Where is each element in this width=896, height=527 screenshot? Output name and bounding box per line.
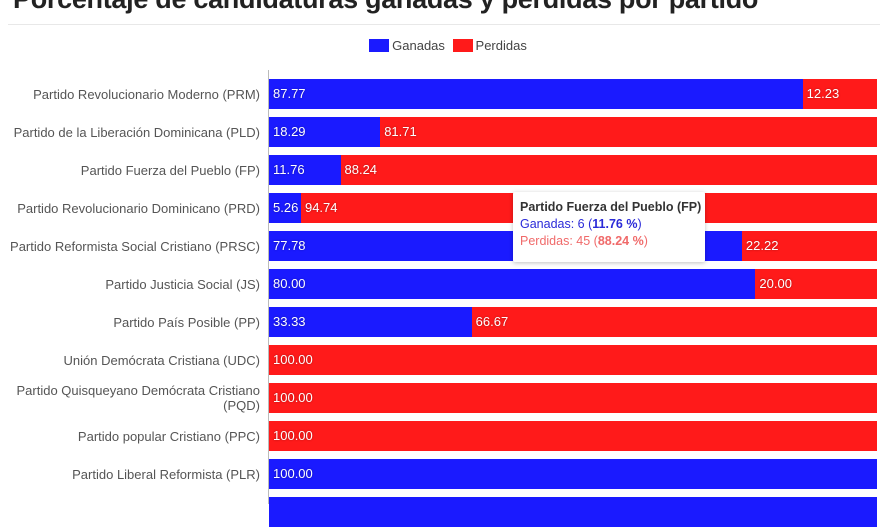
data-label: 100.00 <box>273 390 313 405</box>
bar-ganadas[interactable] <box>269 459 877 489</box>
tooltip-won-line: Ganadas: 6 (11.76 %) <box>520 216 705 233</box>
bar-ganadas[interactable] <box>269 117 381 147</box>
bar-perdidas[interactable] <box>741 231 877 261</box>
data-label: 100.00 <box>273 466 313 481</box>
tooltip-lost-close: ) <box>643 234 648 248</box>
tooltip: Partido Fuerza del Pueblo (FP) Ganadas: … <box>513 192 705 262</box>
data-label: 77.78 <box>273 238 306 253</box>
bar-ganadas[interactable] <box>269 155 341 185</box>
tooltip-arrow <box>601 185 615 192</box>
category-label: Partido de la Liberación Dominicana (PLD… <box>13 124 260 140</box>
data-label: 20.00 <box>759 276 792 291</box>
data-label: 87.77 <box>273 86 306 101</box>
data-label: 94.74 <box>304 200 338 215</box>
legend-item-ganadas[interactable]: Ganadas <box>369 38 445 53</box>
data-label: 18.29 <box>273 124 306 139</box>
data-label: 5.26 <box>273 200 299 215</box>
data-label: 100.00 <box>273 352 313 367</box>
category-label: Partido País Posible (PP) <box>113 314 260 330</box>
bar-chart: Partido Revolucionario Moderno (PRM) 87.7… <box>10 79 877 527</box>
data-label: 88.24 <box>344 162 378 177</box>
tooltip-won-label: Ganadas: 6 ( <box>520 217 593 231</box>
data-label: 100.00 <box>273 428 313 443</box>
category-label: Unión Demócrata Cristiana (UDC) <box>63 352 261 368</box>
bar-perdidas[interactable] <box>269 345 877 375</box>
data-label: 22.22 <box>745 238 779 253</box>
bar-ganadas[interactable] <box>269 269 756 299</box>
tooltip-won-close: ) <box>637 217 642 231</box>
category-label: Partido Fuerza del Pueblo (FP) <box>80 162 260 178</box>
title-divider <box>8 24 880 25</box>
chart-title: Porcentaje de candidaturas ganadas y per… <box>13 0 758 15</box>
tooltip-lost-label: Perdidas: 45 ( <box>520 234 598 248</box>
tooltip-title: Partido Fuerza del Pueblo (FP) <box>520 200 702 214</box>
category-label: Partido Revolucionario Moderno (PRM) <box>33 86 260 102</box>
legend: Ganadas Perdidas <box>0 38 896 55</box>
category-label: Partido Revolucionario Dominicano (PRD) <box>17 200 260 216</box>
data-label: 33.33 <box>273 314 306 329</box>
bar-ganadas[interactable] <box>269 307 472 337</box>
legend-label-ganadas: Ganadas <box>392 38 445 53</box>
category-label: Partido Justicia Social (JS) <box>105 276 260 292</box>
bar-ganadas[interactable] <box>269 79 803 109</box>
legend-swatch-ganadas <box>369 39 390 52</box>
bar-perdidas[interactable] <box>755 269 877 299</box>
data-label: 80.00 <box>273 276 306 291</box>
bar-perdidas[interactable] <box>269 383 877 413</box>
legend-swatch-perdidas <box>452 39 473 52</box>
bar-perdidas[interactable] <box>471 307 877 337</box>
category-label: Partido popular Cristiano (PPC) <box>77 428 260 444</box>
bar-perdidas[interactable] <box>380 117 877 147</box>
bar-perdidas[interactable] <box>802 79 877 109</box>
bar-ganadas[interactable] <box>269 497 877 527</box>
bar-perdidas[interactable] <box>269 421 877 451</box>
tooltip-lost-line: Perdidas: 45 (88.24 %) <box>520 233 705 250</box>
bar-ganadas[interactable] <box>269 193 301 223</box>
legend-item-perdidas[interactable]: Perdidas <box>452 38 527 53</box>
category-label: Partido Liberal Reformista (PLR) <box>72 466 260 482</box>
data-label: 81.71 <box>384 124 417 139</box>
tooltip-lost-pct: 88.24 % <box>597 234 644 248</box>
category-label: Partido Quisqueyano Demócrata Cristiano … <box>16 383 260 413</box>
category-axis-line <box>268 70 269 504</box>
category-label: Partido Reformista Social Cristiano (PRS… <box>10 238 260 254</box>
legend-label-perdidas: Perdidas <box>475 38 527 53</box>
tooltip-won-pct: 11.76 % <box>592 217 638 231</box>
bar-perdidas[interactable] <box>340 155 877 185</box>
data-label: 66.67 <box>475 314 509 329</box>
data-label: 12.23 <box>806 86 840 101</box>
data-label: 11.76 <box>273 162 305 177</box>
